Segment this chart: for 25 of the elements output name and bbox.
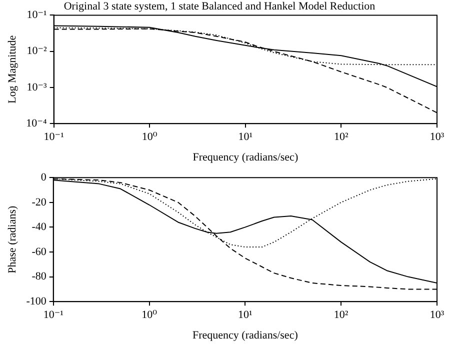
chart-title: Original 3 state system, 1 state Balanced and Hankel Model Reduction [64, 0, 376, 12]
y-tick-label: 10⁻³ [26, 81, 48, 94]
x-tick-label: 10² [334, 309, 349, 322]
y-tick-label: -60 [32, 246, 47, 258]
y-tick-label: -20 [32, 196, 47, 208]
x-tick-label: 10⁻¹ [44, 131, 64, 144]
x-tick-label: 10³ [430, 131, 445, 144]
y-tick-label: 10⁻¹ [26, 9, 47, 22]
y-tick-label: 10⁻² [26, 45, 48, 58]
x-tick-label: 10² [334, 131, 350, 144]
x-axis-title: Frequency (radians/sec) [192, 151, 298, 164]
x-tick-label: 10³ [430, 309, 445, 322]
x-tick-label: 10⁻¹ [43, 309, 64, 322]
x-tick-label: 10⁰ [142, 309, 158, 322]
y-tick-label: -40 [32, 221, 47, 234]
y-axis-title: Log Magnitude [6, 35, 18, 104]
x-axis-title: Frequency (radians/sec) [192, 329, 298, 342]
y-tick-label: -100 [26, 295, 47, 308]
y-tick-label: 0 [40, 171, 47, 184]
x-tick-label: 10¹ [238, 131, 253, 144]
y-tick-label: -80 [32, 270, 47, 283]
y-tick-label: 10⁻⁴ [26, 117, 47, 130]
y-axis-title: Phase (radians) [6, 206, 18, 274]
x-tick-label: 10¹ [238, 309, 252, 322]
x-tick-label: 10⁰ [142, 131, 158, 144]
